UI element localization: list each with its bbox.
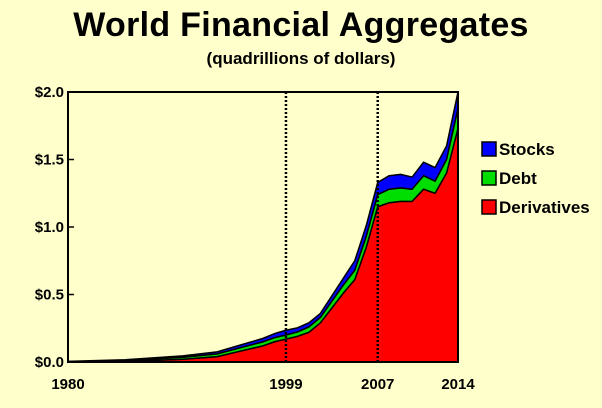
chart-title: World Financial Aggregates <box>73 6 529 44</box>
x-tick-label: 1980 <box>51 376 84 393</box>
legend-label-debt: Debt <box>499 169 537 188</box>
legend-swatch-debt <box>481 170 497 186</box>
x-tick-label: 1999 <box>269 376 302 393</box>
x-tick-label: 2007 <box>361 376 394 393</box>
chart-subtitle: (quadrillions of dollars) <box>206 49 396 68</box>
legend-swatch-stocks <box>481 141 497 157</box>
area-derivatives <box>67 127 459 363</box>
y-tick-label: $0.0 <box>35 354 64 371</box>
legend-label-derivatives: Derivatives <box>499 198 590 217</box>
x-tick-label: 2014 <box>441 376 475 393</box>
legend-label-stocks: Stocks <box>499 140 555 159</box>
legend-swatch-derivatives <box>481 199 497 215</box>
y-tick-label: $2.0 <box>35 84 64 101</box>
y-tick-label: $1.0 <box>35 219 64 236</box>
y-tick-label: $1.5 <box>35 152 64 169</box>
y-tick-label: $0.5 <box>35 287 64 304</box>
